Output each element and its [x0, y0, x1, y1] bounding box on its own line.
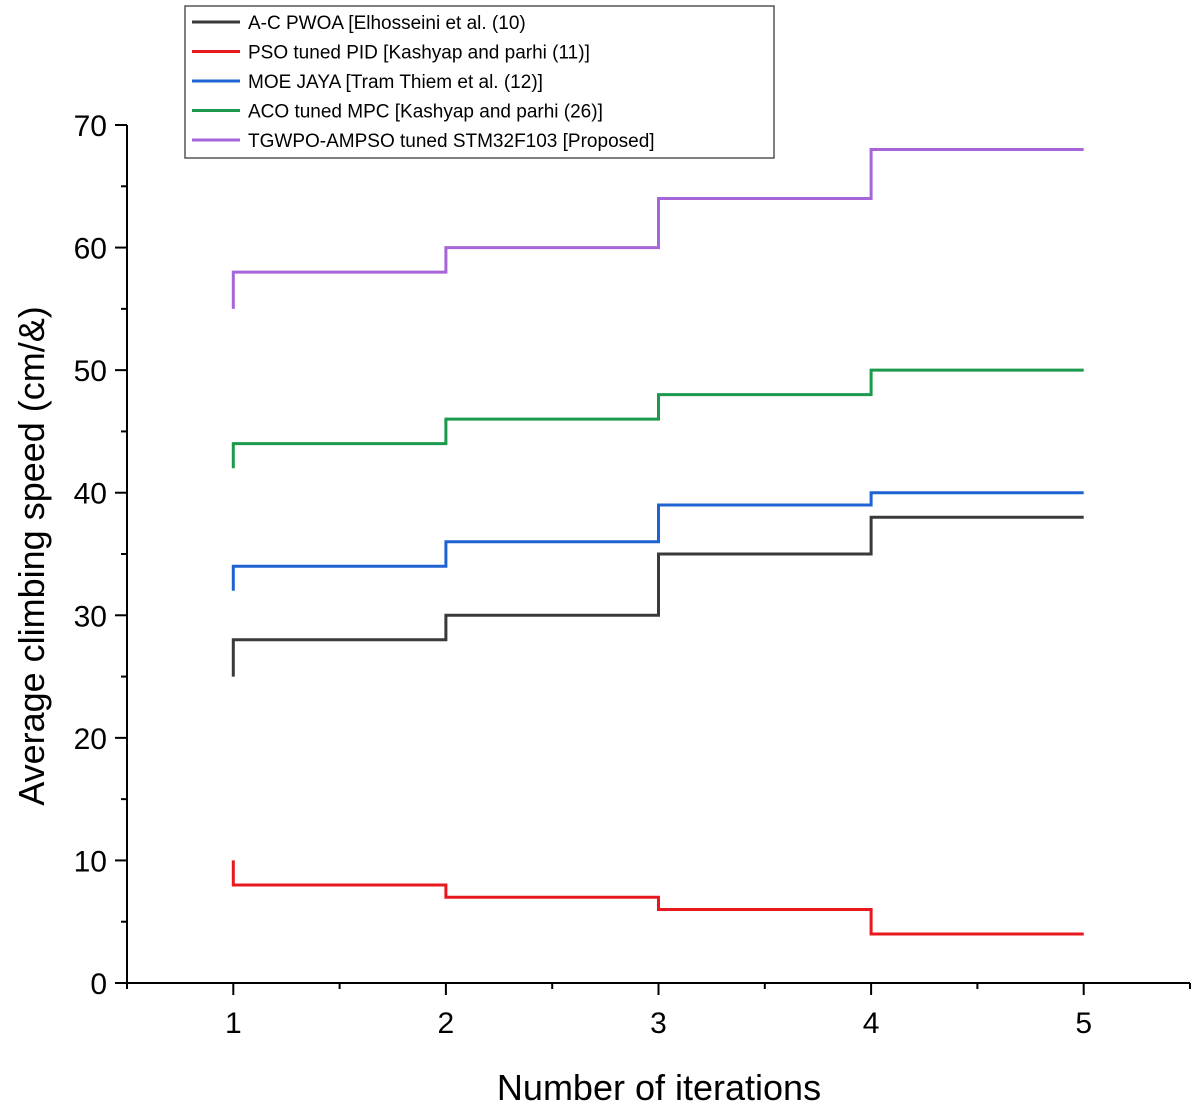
legend: A-C PWOA [Elhosseini et al. (10) PSO tune…	[184, 5, 775, 159]
y-tick-label: 60	[74, 233, 107, 266]
x-tick-label: 5	[1075, 1007, 1092, 1040]
y-tick-label: 70	[74, 110, 107, 143]
series-line-2	[231, 860, 1084, 936]
series-group	[231, 148, 1084, 936]
legend-frame	[184, 5, 775, 159]
y-axis-title: Average climbing speed (cm/&)	[11, 306, 52, 806]
y-tick-label: 30	[74, 600, 107, 633]
series-line-4	[231, 368, 1084, 469]
x-tick-label: 1	[225, 1007, 242, 1040]
y-tick-label: 20	[74, 723, 107, 756]
legend-label-2: PSO tuned PID [Kashyap and parhi (11)]	[248, 43, 590, 64]
axes	[115, 124, 1191, 995]
legend-label-5: TGWPO-AMPSO tuned STM32F103 [Proposed]	[248, 131, 655, 152]
legend-label-1: A-C PWOA [Elhosseini et al. (10)	[248, 13, 526, 34]
x-tick-label: 2	[438, 1007, 455, 1040]
y-tick-label: 50	[74, 355, 107, 388]
x-tick-label: 3	[650, 1007, 667, 1040]
y-tick-label: 10	[74, 845, 107, 878]
tick-labels: 0 10 20 30 40 50 60 70 1 2 3 4 5	[74, 110, 1092, 1040]
x-axis-title: Number of iterations	[497, 1067, 821, 1108]
legend-label-3: MOE JAYA [Tram Thiem et al. (12)]	[248, 72, 543, 93]
y-tick-label: 40	[74, 478, 107, 511]
y-tick-label: 0	[90, 968, 107, 1001]
series-line-5	[231, 148, 1084, 309]
series-line-1	[231, 515, 1084, 677]
x-tick-label: 4	[863, 1007, 880, 1040]
legend-label-4: ACO tuned MPC [Kashyap and parhi (26)]	[248, 102, 603, 123]
series-line-3	[231, 491, 1084, 591]
